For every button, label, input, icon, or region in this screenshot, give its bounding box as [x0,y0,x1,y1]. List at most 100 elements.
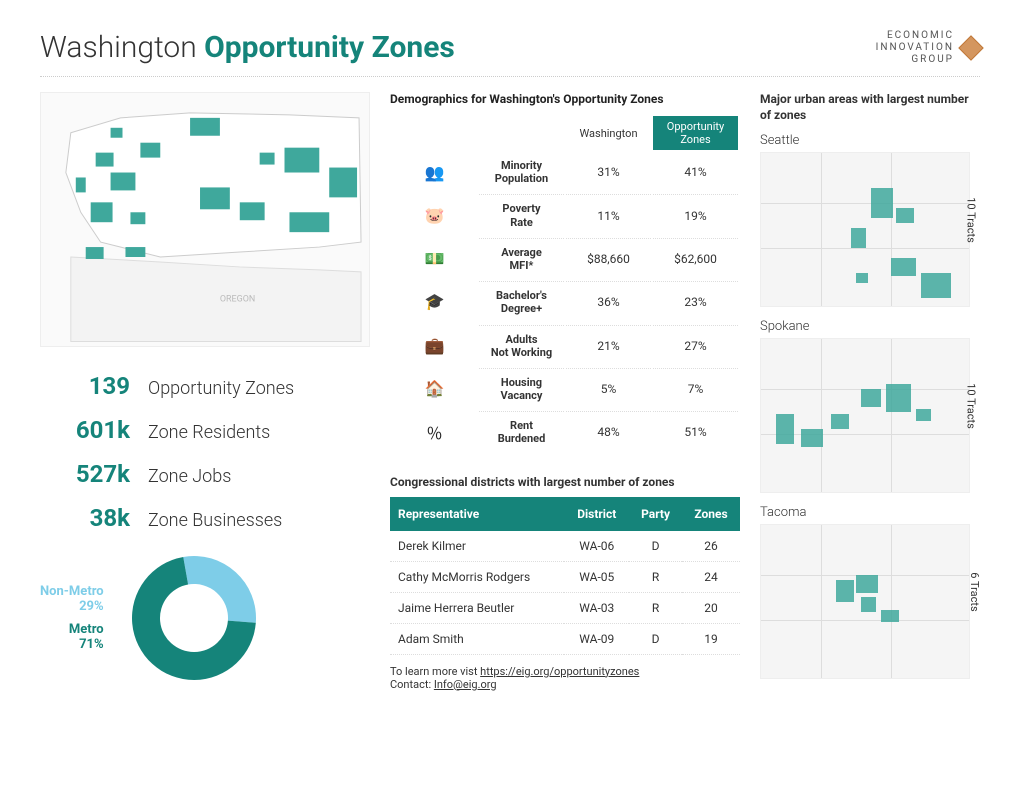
table-row: 🎓Bachelor'sDegree+36%23% [392,281,738,322]
stat-value: 601k [40,416,130,444]
logo-text: ECONOMIC INNOVATION GROUP [876,30,954,66]
divider [40,76,980,77]
donut-metro-pct: 71% [40,637,104,652]
rep-district: WA-06 [564,531,629,562]
urban-area: Seattle 10 Tracts [760,133,980,307]
col-district: District [564,497,629,531]
stat-label: Zone Businesses [148,510,282,531]
table-header-row: Washington Opportunity Zones [392,116,738,150]
donut-labels: Non-Metro 29% Metro 71% [40,584,104,652]
demo-label: AverageMFI* [479,238,564,279]
stat-label: Zone Residents [148,422,270,443]
demo-col-oz: Opportunity Zones [653,116,738,150]
col-party: Party [629,497,682,531]
demo-state-value: 21% [566,325,651,366]
key-stats: 139 Opportunity Zones 601k Zone Resident… [40,372,370,532]
table-row: 🏠HousingVacancy5%7% [392,368,738,409]
col-rep: Representative [390,497,564,531]
stat-value: 527k [40,460,130,488]
table-row: 👥MinorityPopulation31%41% [392,152,738,192]
stat-label: Opportunity Zones [148,378,294,399]
stat-label: Zone Jobs [148,466,231,487]
demo-oz-value: 41% [653,152,738,192]
page-title: Washington Opportunity Zones [40,30,455,65]
donut-svg [124,548,264,688]
contact-prefix: Contact: [390,678,434,691]
table-row: 💵AverageMFI*$88,660$62,600 [392,238,738,279]
rep-name: Jaime Herrera Beutler [390,592,564,623]
urban-tracts: 10 Tracts [965,197,978,243]
urban-map [760,338,970,493]
stat-row: 38k Zone Businesses [40,504,370,532]
stat-value: 38k [40,504,130,532]
demo-oz-value: 27% [653,325,738,366]
demo-oz-value: 23% [653,281,738,322]
demo-icon: 🐷 [392,194,477,235]
learn-prefix: To learn more vist [390,665,480,678]
table-header-row: Representative District Party Zones [390,497,740,531]
table-row: Adam SmithWA-09D19 [390,623,740,654]
donut-nonmetro-pct: 29% [40,599,104,614]
table-row: Jaime Herrera BeutlerWA-03R20 [390,592,740,623]
stat-row: 601k Zone Residents [40,416,370,444]
logo-line2: INNOVATION [876,42,954,54]
rep-party: R [629,592,682,623]
demo-label: MinorityPopulation [479,152,564,192]
donut-chart [124,548,264,688]
demo-label: AdultsNot Working [479,325,564,366]
logo-line3: GROUP [876,54,954,66]
table-row: Cathy McMorris RodgersWA-05R24 [390,561,740,592]
demo-state-value: 48% [566,411,651,452]
donut-nonmetro-text: Non-Metro [40,584,104,599]
urban-tracts: 6 Tracts [968,572,981,611]
urban-area: Spokane 10 Tracts [760,319,980,493]
demo-oz-value: $62,600 [653,238,738,279]
rep-zones: 26 [682,531,740,562]
congress-table: Representative District Party Zones Dere… [390,497,740,655]
demo-icon: 🎓 [392,281,477,322]
stat-value: 139 [40,372,130,400]
header: Washington Opportunity Zones ECONOMIC IN… [40,30,980,66]
urban-tracts: 10 Tracts [965,383,978,429]
demo-label: Bachelor'sDegree+ [479,281,564,322]
demo-state-value: 5% [566,368,651,409]
rep-name: Adam Smith [390,623,564,654]
rep-zones: 24 [682,561,740,592]
middle-column: Demographics for Washington's Opportunit… [390,92,740,691]
demo-label: PovertyRate [479,194,564,235]
demo-col-state: Washington [566,116,651,150]
urban-map [760,152,970,307]
title-prefix: Washington [40,30,204,65]
congress-heading: Congressional districts with largest num… [390,475,740,489]
rep-name: Derek Kilmer [390,531,564,562]
right-column: Major urban areas with largest number of… [760,92,980,691]
demo-icon: 💵 [392,238,477,279]
footer-links: To learn more vist https://eig.org/oppor… [390,665,740,691]
demo-state-value: 11% [566,194,651,235]
demo-state-value: $88,660 [566,238,651,279]
urban-name: Seattle [760,133,980,148]
donut-metro-label: Metro 71% [40,622,104,652]
contact-link[interactable]: Info@eig.org [434,678,497,691]
demo-icon: 👥 [392,152,477,192]
title-strong: Opportunity Zones [204,30,455,65]
demo-oz-value: 7% [653,368,738,409]
table-row: ％RentBurdened48%51% [392,411,738,452]
learn-more-link[interactable]: https://eig.org/opportunityzones [480,665,639,678]
demo-label: HousingVacancy [479,368,564,409]
svg-text:OREGON: OREGON [220,295,255,305]
urban-heading: Major urban areas with largest number of… [760,92,980,123]
state-map: OREGON [40,92,370,347]
urban-name: Tacoma [760,505,980,520]
rep-party: D [629,531,682,562]
donut-metro-text: Metro [69,622,104,637]
urban-map [760,524,970,679]
demo-icon: 🏠 [392,368,477,409]
stat-row: 139 Opportunity Zones [40,372,370,400]
table-row: Derek KilmerWA-06D26 [390,531,740,562]
logo-line1: ECONOMIC [876,30,954,42]
urban-name: Spokane [760,319,980,334]
table-row: 💼AdultsNot Working21%27% [392,325,738,366]
rep-district: WA-03 [564,592,629,623]
demographics-heading: Demographics for Washington's Opportunit… [390,92,740,106]
